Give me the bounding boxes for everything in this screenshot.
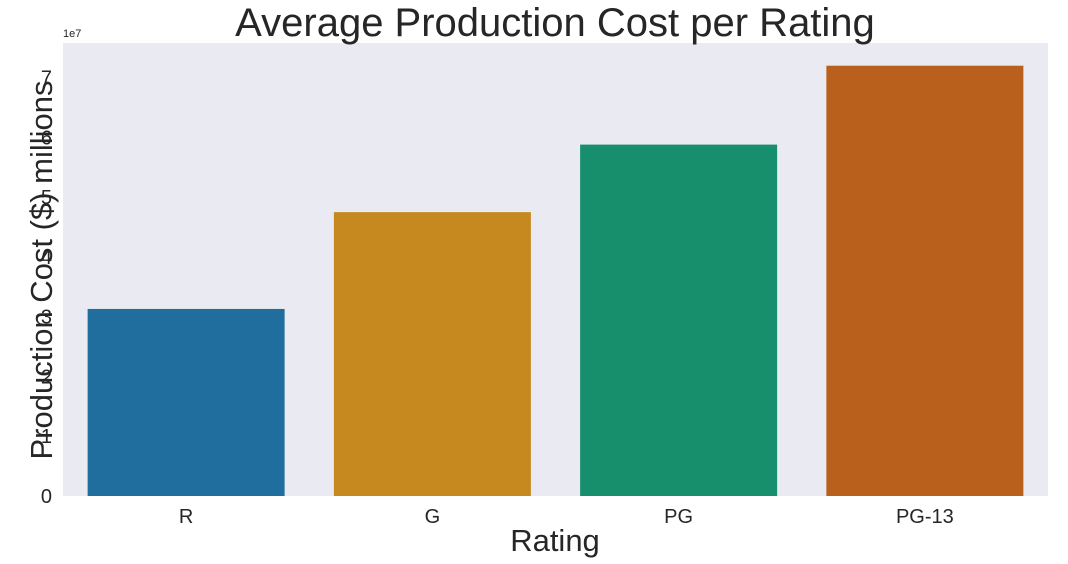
bars-group <box>87 65 1024 496</box>
bar-r <box>87 308 285 496</box>
y-tick-label: 7 <box>41 68 52 90</box>
x-tick-label: G <box>425 506 441 528</box>
y-tick-label: 0 <box>41 486 52 508</box>
y-tick-label: 6 <box>41 127 52 149</box>
chart-title: Average Production Cost per Rating <box>235 1 875 45</box>
y-tick-label: 4 <box>41 247 52 269</box>
y-tick-labels: 0 1 2 3 4 5 6 7 <box>41 68 52 508</box>
x-tick-label: PG-13 <box>896 506 954 528</box>
y-tick-label: 5 <box>41 187 52 209</box>
x-axis-label: Rating <box>510 523 600 558</box>
bar-g <box>333 212 531 496</box>
y-offset-label: 1e7 <box>63 28 81 40</box>
x-tick-labels: R G PG PG-13 <box>179 506 954 528</box>
y-tick-label: 1 <box>41 426 52 448</box>
x-tick-label: R <box>179 506 193 528</box>
y-axis-label: Production Cost ($) millions <box>24 80 59 459</box>
y-tick-label: 3 <box>41 307 52 329</box>
x-tick-label: PG <box>664 506 693 528</box>
bar-pg <box>580 144 778 496</box>
bar-pg-13 <box>826 65 1024 496</box>
y-tick-label: 2 <box>41 366 52 388</box>
